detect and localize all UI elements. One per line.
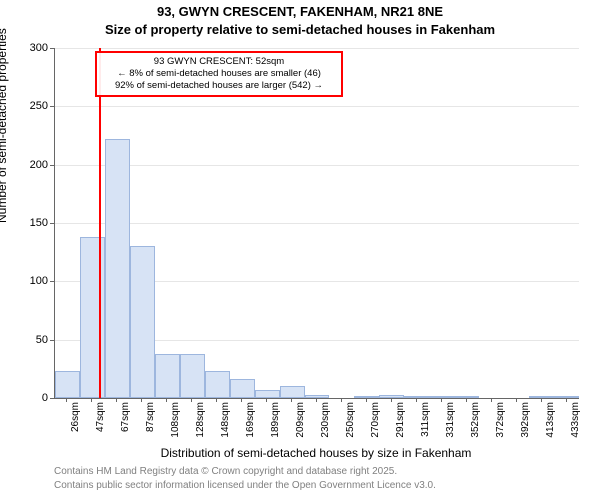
x-tick-mark bbox=[491, 398, 492, 402]
gridline bbox=[55, 165, 579, 166]
x-tick-mark bbox=[566, 398, 567, 402]
histogram-bar bbox=[80, 237, 105, 398]
property-marker-line bbox=[99, 48, 101, 398]
x-tick-label: 67sqm bbox=[120, 402, 131, 462]
y-tick-label: 100 bbox=[4, 275, 48, 287]
x-tick-label: 372sqm bbox=[495, 402, 506, 462]
gridline bbox=[55, 223, 579, 224]
y-tick-mark bbox=[50, 48, 54, 49]
histogram-bar bbox=[255, 390, 280, 398]
y-tick-mark bbox=[50, 106, 54, 107]
page-title-line2: Size of property relative to semi-detach… bbox=[0, 22, 600, 37]
x-tick-label: 108sqm bbox=[170, 402, 181, 462]
x-tick-mark bbox=[366, 398, 367, 402]
y-axis-label: Number of semi-detached properties bbox=[0, 28, 9, 223]
x-tick-label: 392sqm bbox=[520, 402, 531, 462]
x-tick-mark bbox=[166, 398, 167, 402]
histogram-bar bbox=[354, 396, 379, 398]
x-tick-label: 250sqm bbox=[345, 402, 356, 462]
histogram-plot: 93 GWYN CRESCENT: 52sqm← 8% of semi-deta… bbox=[54, 48, 579, 399]
x-tick-mark bbox=[216, 398, 217, 402]
x-tick-label: 433sqm bbox=[570, 402, 581, 462]
page-title-line1: 93, GWYN CRESCENT, FAKENHAM, NR21 8NE bbox=[0, 4, 600, 19]
x-tick-mark bbox=[291, 398, 292, 402]
property-callout: 93 GWYN CRESCENT: 52sqm← 8% of semi-deta… bbox=[95, 51, 343, 97]
y-tick-label: 300 bbox=[4, 42, 48, 54]
x-tick-mark bbox=[241, 398, 242, 402]
y-tick-label: 150 bbox=[4, 217, 48, 229]
footer-attribution-1: Contains HM Land Registry data © Crown c… bbox=[54, 466, 397, 477]
histogram-bar bbox=[105, 139, 130, 398]
y-tick-label: 0 bbox=[4, 392, 48, 404]
histogram-bar bbox=[529, 396, 554, 398]
x-tick-mark bbox=[116, 398, 117, 402]
histogram-bar bbox=[55, 371, 80, 398]
x-tick-mark bbox=[516, 398, 517, 402]
gridline bbox=[55, 48, 579, 49]
histogram-bar bbox=[404, 396, 429, 398]
histogram-bar bbox=[230, 379, 255, 398]
x-tick-mark bbox=[191, 398, 192, 402]
histogram-bar bbox=[454, 396, 479, 398]
x-tick-mark bbox=[541, 398, 542, 402]
x-tick-mark bbox=[91, 398, 92, 402]
callout-line: 93 GWYN CRESCENT: 52sqm bbox=[103, 56, 335, 68]
x-tick-label: 189sqm bbox=[270, 402, 281, 462]
x-tick-mark bbox=[441, 398, 442, 402]
x-tick-label: 352sqm bbox=[470, 402, 481, 462]
histogram-bar bbox=[130, 246, 155, 398]
y-tick-mark bbox=[50, 398, 54, 399]
x-tick-label: 87sqm bbox=[145, 402, 156, 462]
x-tick-label: 230sqm bbox=[320, 402, 331, 462]
gridline bbox=[55, 106, 579, 107]
x-tick-label: 331sqm bbox=[445, 402, 456, 462]
y-tick-mark bbox=[50, 340, 54, 341]
x-tick-mark bbox=[391, 398, 392, 402]
y-tick-mark bbox=[50, 281, 54, 282]
x-tick-label: 169sqm bbox=[245, 402, 256, 462]
chart-container: 93, GWYN CRESCENT, FAKENHAM, NR21 8NE Si… bbox=[0, 0, 600, 500]
x-tick-mark bbox=[266, 398, 267, 402]
y-tick-mark bbox=[50, 223, 54, 224]
x-tick-label: 26sqm bbox=[70, 402, 81, 462]
x-tick-label: 311sqm bbox=[420, 402, 431, 462]
y-tick-label: 50 bbox=[4, 334, 48, 346]
y-tick-mark bbox=[50, 165, 54, 166]
x-tick-label: 47sqm bbox=[95, 402, 106, 462]
callout-line: ← 8% of semi-detached houses are smaller… bbox=[103, 68, 335, 80]
x-tick-label: 148sqm bbox=[220, 402, 231, 462]
histogram-bar bbox=[155, 354, 180, 398]
x-tick-mark bbox=[66, 398, 67, 402]
y-tick-label: 250 bbox=[4, 100, 48, 112]
x-tick-label: 209sqm bbox=[295, 402, 306, 462]
x-tick-mark bbox=[416, 398, 417, 402]
x-tick-label: 270sqm bbox=[370, 402, 381, 462]
callout-line: 92% of semi-detached houses are larger (… bbox=[103, 80, 335, 92]
x-tick-label: 291sqm bbox=[395, 402, 406, 462]
histogram-bar bbox=[429, 396, 454, 398]
x-tick-label: 413sqm bbox=[545, 402, 556, 462]
x-tick-mark bbox=[341, 398, 342, 402]
x-tick-mark bbox=[316, 398, 317, 402]
histogram-bar bbox=[379, 395, 404, 399]
histogram-bar bbox=[280, 386, 305, 398]
y-tick-label: 200 bbox=[4, 159, 48, 171]
histogram-bar bbox=[180, 354, 205, 398]
x-tick-label: 128sqm bbox=[195, 402, 206, 462]
histogram-bar bbox=[205, 371, 230, 398]
x-tick-mark bbox=[466, 398, 467, 402]
histogram-bar bbox=[554, 396, 579, 398]
footer-attribution-2: Contains public sector information licen… bbox=[54, 480, 436, 491]
x-tick-mark bbox=[141, 398, 142, 402]
